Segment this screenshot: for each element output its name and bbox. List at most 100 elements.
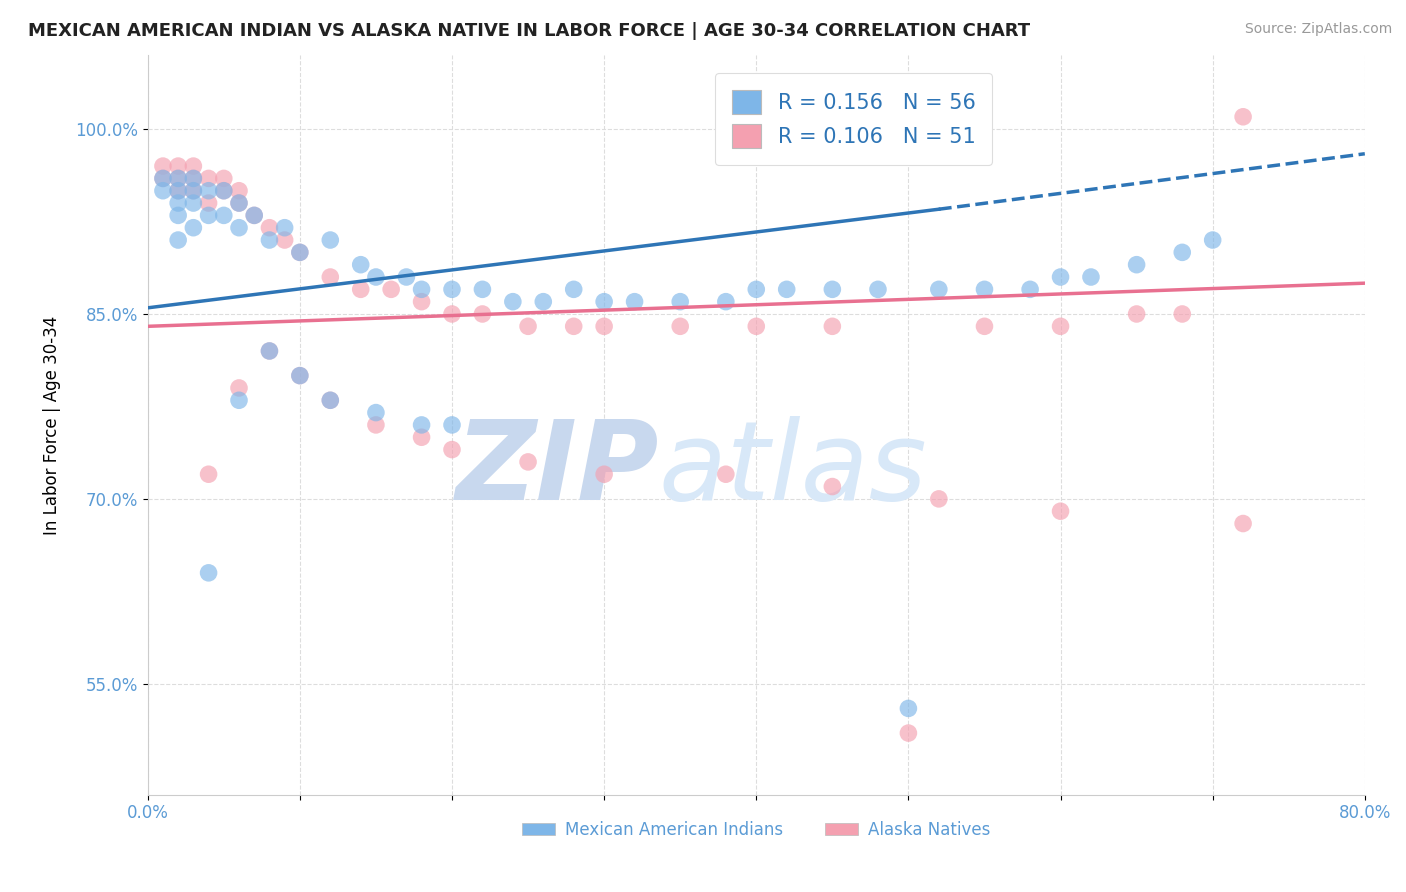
Point xyxy=(471,307,494,321)
Point xyxy=(167,171,190,186)
Point xyxy=(562,282,585,296)
Point xyxy=(197,566,219,580)
Point xyxy=(440,442,463,457)
Point xyxy=(228,381,250,395)
Point xyxy=(183,171,205,186)
Point xyxy=(821,479,844,493)
Point xyxy=(197,467,219,482)
Point xyxy=(1171,245,1194,260)
Point xyxy=(183,184,205,198)
Point xyxy=(928,282,950,296)
Point xyxy=(288,245,311,260)
Point xyxy=(897,701,920,715)
Y-axis label: In Labor Force | Age 30-34: In Labor Force | Age 30-34 xyxy=(44,315,60,534)
Point xyxy=(411,417,433,432)
Point xyxy=(1049,319,1071,334)
Point xyxy=(152,171,174,186)
Text: MEXICAN AMERICAN INDIAN VS ALASKA NATIVE IN LABOR FORCE | AGE 30-34 CORRELATION : MEXICAN AMERICAN INDIAN VS ALASKA NATIVE… xyxy=(28,22,1031,40)
Point xyxy=(319,393,342,408)
Point xyxy=(243,208,266,222)
Point xyxy=(973,282,995,296)
Point xyxy=(1171,307,1194,321)
Point xyxy=(1232,110,1254,124)
Point xyxy=(928,491,950,506)
Point xyxy=(288,368,311,383)
Point xyxy=(1049,270,1071,285)
Point xyxy=(897,726,920,740)
Point xyxy=(167,233,190,247)
Point xyxy=(1080,270,1102,285)
Point xyxy=(440,307,463,321)
Point xyxy=(228,393,250,408)
Point xyxy=(350,282,373,296)
Point xyxy=(259,220,281,235)
Point xyxy=(183,220,205,235)
Point xyxy=(197,196,219,211)
Point xyxy=(440,417,463,432)
Point xyxy=(1049,504,1071,518)
Point xyxy=(288,245,311,260)
Point xyxy=(167,159,190,173)
Point xyxy=(212,184,235,198)
Point xyxy=(411,282,433,296)
Point xyxy=(562,319,585,334)
Point xyxy=(1019,282,1042,296)
Point xyxy=(259,343,281,358)
Point xyxy=(1125,307,1147,321)
Text: Source: ZipAtlas.com: Source: ZipAtlas.com xyxy=(1244,22,1392,37)
Point xyxy=(183,159,205,173)
Point xyxy=(167,208,190,222)
Point xyxy=(411,294,433,309)
Point xyxy=(319,233,342,247)
Point xyxy=(669,319,692,334)
Point xyxy=(411,430,433,444)
Point xyxy=(593,467,616,482)
Point xyxy=(319,393,342,408)
Point xyxy=(273,220,295,235)
Point xyxy=(228,196,250,211)
Point xyxy=(259,233,281,247)
Point xyxy=(1232,516,1254,531)
Point xyxy=(821,282,844,296)
Point xyxy=(623,294,645,309)
Point xyxy=(517,455,540,469)
Point xyxy=(183,171,205,186)
Point xyxy=(593,319,616,334)
Point xyxy=(183,196,205,211)
Point xyxy=(745,282,768,296)
Point xyxy=(228,184,250,198)
Point xyxy=(973,319,995,334)
Point xyxy=(350,258,373,272)
Point xyxy=(152,171,174,186)
Point xyxy=(197,184,219,198)
Point xyxy=(273,233,295,247)
Point xyxy=(364,270,387,285)
Point xyxy=(212,171,235,186)
Point xyxy=(167,171,190,186)
Point xyxy=(502,294,524,309)
Legend: Mexican American Indians, Alaska Natives: Mexican American Indians, Alaska Natives xyxy=(515,814,997,846)
Point xyxy=(364,406,387,420)
Point xyxy=(212,208,235,222)
Point xyxy=(866,282,889,296)
Point xyxy=(167,184,190,198)
Point xyxy=(1125,258,1147,272)
Point xyxy=(821,319,844,334)
Point xyxy=(364,417,387,432)
Point xyxy=(197,208,219,222)
Point xyxy=(288,368,311,383)
Point xyxy=(228,196,250,211)
Point xyxy=(714,294,737,309)
Point xyxy=(440,282,463,296)
Point xyxy=(243,208,266,222)
Point xyxy=(152,159,174,173)
Point xyxy=(395,270,418,285)
Text: ZIP: ZIP xyxy=(456,416,659,523)
Text: atlas: atlas xyxy=(659,416,928,523)
Point xyxy=(259,343,281,358)
Point xyxy=(167,184,190,198)
Point xyxy=(471,282,494,296)
Point xyxy=(714,467,737,482)
Point xyxy=(319,270,342,285)
Point xyxy=(167,196,190,211)
